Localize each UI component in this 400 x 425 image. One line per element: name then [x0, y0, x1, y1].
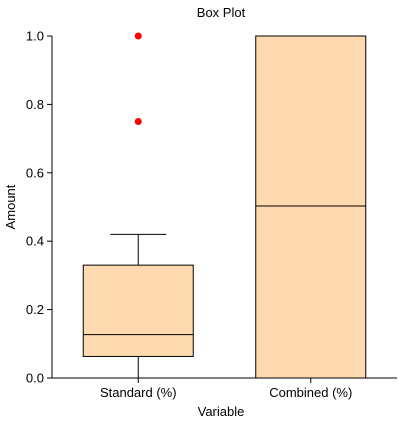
- box-1: [82, 264, 194, 357]
- chart-title: Box Plot: [197, 5, 246, 20]
- x-tick-label: Combined (%): [269, 385, 352, 400]
- plot-area: 0.0 0.2 0.4 0.6 0.8 1.0 Standard (%) Combined (…: [26, 29, 397, 400]
- outlier-point: [134, 32, 142, 40]
- box-2: [255, 35, 367, 379]
- y-tick-label: 0.4: [26, 234, 44, 249]
- y-axis-label: Amount: [3, 184, 18, 229]
- outlier-point: [134, 118, 142, 125]
- x-tick-label: Standard (%): [100, 385, 177, 400]
- y-tick-label: 1.0: [26, 29, 44, 44]
- x-axis-label: Variable: [198, 404, 245, 419]
- y-tick-label: 0.0: [26, 371, 44, 386]
- y-tick-label: 0.8: [26, 97, 44, 112]
- y-tick-label: 0.2: [26, 302, 44, 317]
- y-tick-label: 0.6: [26, 165, 44, 180]
